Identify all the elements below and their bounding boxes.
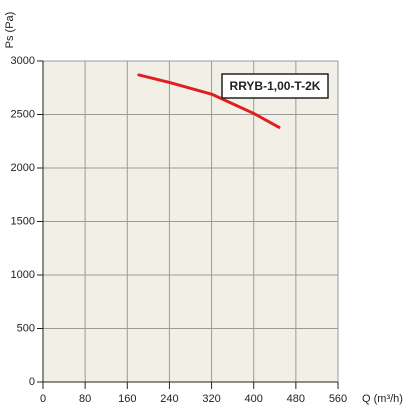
x-axis-label: Q (m³/h): [362, 393, 403, 405]
y-tick-label: 2000: [11, 162, 35, 174]
x-tick-label: 160: [118, 393, 136, 405]
y-tick-label: 1500: [11, 215, 35, 227]
x-tick-label: 320: [202, 393, 220, 405]
x-tick-label: 240: [160, 393, 178, 405]
curve: [137, 73, 281, 129]
x-tick-label: 560: [329, 393, 347, 405]
x-tick-label: 80: [79, 393, 91, 405]
y-tick-label: 2500: [11, 108, 35, 120]
annotation: RRYB-1,00-T-2K: [230, 79, 321, 93]
x-tick-label: 400: [245, 393, 263, 405]
y-tick-label: 1000: [11, 269, 35, 281]
y-tick-label: 500: [17, 322, 35, 334]
y-tick-label: 3000: [11, 55, 35, 67]
y-axis-label: Ps (Pa): [4, 12, 16, 49]
x-tick-label: 0: [40, 393, 46, 405]
y-tick-label: 0: [29, 376, 35, 388]
annotation-box: [221, 73, 329, 99]
x-tick-label: 480: [287, 393, 305, 405]
